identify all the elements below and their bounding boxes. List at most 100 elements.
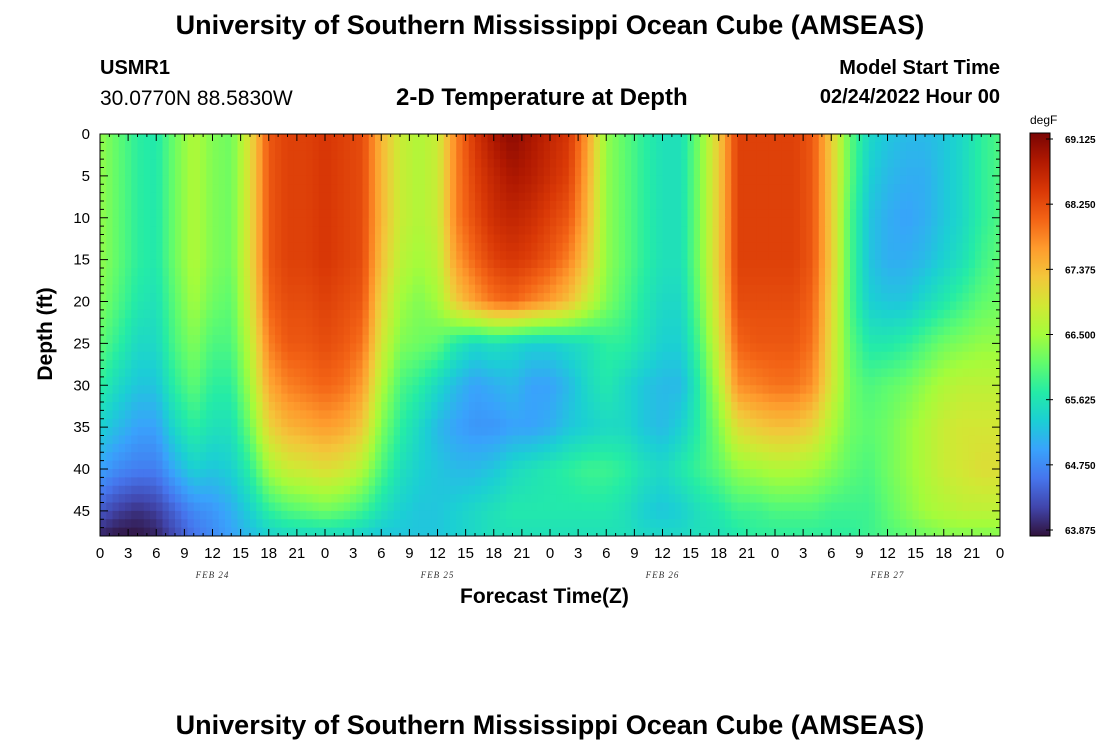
heatmap-cell <box>775 385 782 395</box>
heatmap-cell <box>187 326 195 336</box>
heatmap-cell <box>881 309 889 319</box>
heatmap-cell <box>143 318 151 328</box>
heatmap-cell <box>837 360 845 370</box>
heatmap-cell <box>218 192 226 202</box>
heatmap-cell <box>937 167 945 177</box>
heatmap-cell <box>631 284 639 294</box>
heatmap-cell <box>906 268 914 277</box>
heatmap-cell <box>193 343 201 353</box>
heatmap-cell <box>562 226 570 236</box>
heatmap-cell <box>181 343 189 353</box>
heatmap-cell <box>243 360 251 370</box>
heatmap-cell <box>687 259 695 269</box>
heatmap-cell <box>487 217 495 227</box>
heatmap-cell <box>137 184 145 194</box>
heatmap-cell <box>706 393 714 403</box>
heatmap-cell <box>462 201 470 210</box>
heatmap-cell <box>606 418 614 428</box>
heatmap-cell <box>931 293 939 303</box>
heatmap-cell <box>162 376 170 386</box>
heatmap-cell <box>456 150 464 160</box>
heatmap-cell <box>218 418 226 428</box>
heatmap-cell <box>431 150 439 160</box>
heatmap-cell <box>112 309 120 319</box>
heatmap-cell <box>600 192 607 202</box>
heatmap-cell <box>531 268 539 277</box>
heatmap-cell <box>200 268 207 277</box>
heatmap-cell <box>206 309 214 319</box>
heatmap-cell <box>406 268 414 277</box>
heatmap-cell <box>512 167 520 177</box>
heatmap-cell <box>125 242 132 252</box>
heatmap-cell <box>218 159 226 169</box>
heatmap-cell <box>906 175 914 185</box>
heatmap-cell <box>400 410 407 420</box>
heatmap-cell <box>375 192 382 202</box>
heatmap-cell <box>575 150 582 160</box>
heatmap-cell <box>275 175 282 185</box>
heatmap-cell <box>725 242 732 252</box>
heatmap-cell <box>143 142 151 152</box>
heatmap-cell <box>262 376 270 386</box>
heatmap-cell <box>100 142 107 152</box>
heatmap-cell <box>993 385 1000 395</box>
heatmap-cell <box>912 309 920 319</box>
heatmap-cell <box>881 343 889 353</box>
heatmap-cell <box>437 167 445 177</box>
heatmap-cell <box>493 142 501 152</box>
heatmap-cell <box>206 393 214 403</box>
heatmap-cell <box>900 251 907 261</box>
heatmap-cell <box>112 360 120 370</box>
heatmap-cell <box>637 318 645 328</box>
heatmap-cell <box>175 268 182 277</box>
heatmap-cell <box>362 175 370 185</box>
heatmap-cell <box>262 318 270 328</box>
heatmap-cell <box>418 343 426 353</box>
heatmap-cell <box>137 343 145 353</box>
heatmap-cell <box>531 234 539 244</box>
heatmap-cell <box>868 150 876 160</box>
heatmap-cell <box>493 351 501 361</box>
heatmap-cell <box>281 351 289 361</box>
heatmap-cell <box>262 251 270 261</box>
heatmap-cell <box>887 184 895 194</box>
heatmap-cell <box>162 393 170 403</box>
heatmap-cell <box>943 259 951 269</box>
heatmap-cell <box>575 360 582 370</box>
heatmap-cell <box>218 376 226 386</box>
heatmap-cell <box>943 159 951 169</box>
heatmap-cell <box>575 268 582 277</box>
heatmap-cell <box>293 167 301 177</box>
heatmap-cell <box>475 335 482 344</box>
heatmap-cell <box>318 318 326 328</box>
heatmap-cell <box>968 184 976 194</box>
heatmap-cell <box>962 217 970 227</box>
heatmap-cell <box>525 142 532 152</box>
heatmap-cell <box>350 360 357 370</box>
heatmap-cell <box>743 410 751 420</box>
heatmap-cell <box>656 393 664 403</box>
heatmap-cell <box>456 351 464 361</box>
heatmap-cell <box>400 150 407 160</box>
heatmap-cell <box>181 418 189 428</box>
heatmap-cell <box>862 301 870 311</box>
heatmap-cell <box>125 175 132 185</box>
heatmap-cell <box>306 293 314 303</box>
heatmap-cell <box>468 201 476 210</box>
heatmap-cell <box>468 360 476 370</box>
heatmap-cell <box>512 402 520 411</box>
heatmap-cell <box>918 343 926 353</box>
heatmap-cell <box>850 402 857 411</box>
heatmap-cell <box>731 276 739 286</box>
heatmap-cell <box>900 276 907 286</box>
heatmap-cell <box>293 217 301 227</box>
heatmap-cell <box>325 192 332 202</box>
heatmap-cell <box>831 268 839 277</box>
heatmap-cell <box>987 301 995 311</box>
heatmap-cell <box>581 242 589 252</box>
heatmap-cell <box>531 276 539 286</box>
heatmap-cell <box>962 326 970 336</box>
heatmap-cell <box>962 192 970 202</box>
heatmap-cell <box>281 201 289 210</box>
heatmap-cell <box>800 184 807 194</box>
